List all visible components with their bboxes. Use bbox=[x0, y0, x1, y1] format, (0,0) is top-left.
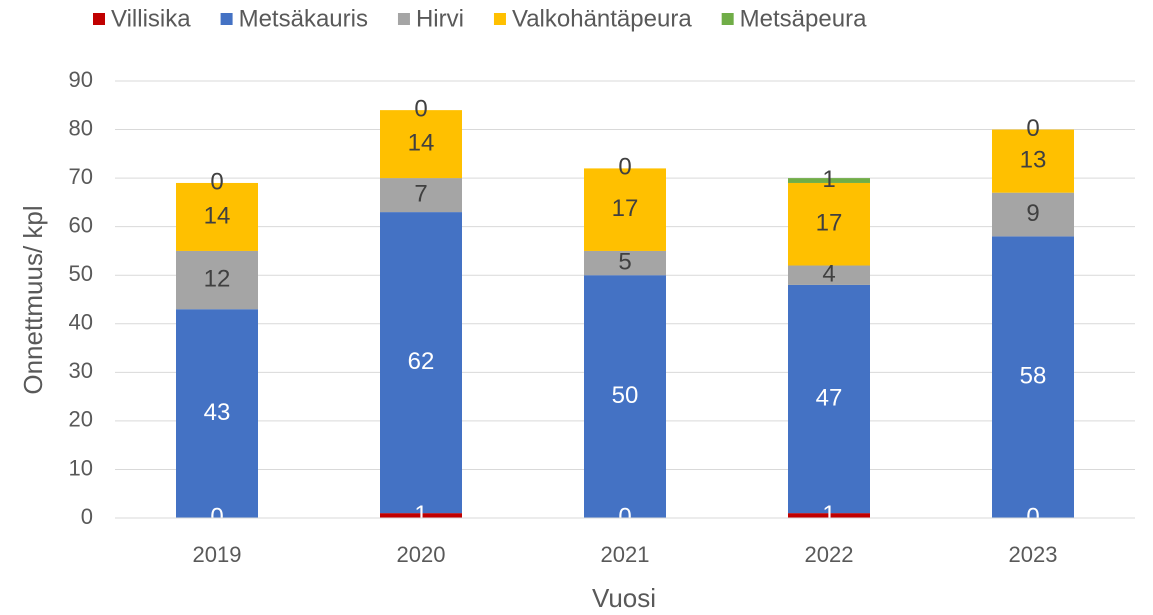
data-label: 17 bbox=[612, 195, 639, 222]
data-label: 0 bbox=[414, 95, 427, 122]
bar-segment bbox=[380, 212, 462, 514]
data-label: 17 bbox=[816, 210, 843, 237]
bar-segment bbox=[584, 275, 666, 518]
data-label: 12 bbox=[204, 265, 231, 292]
data-label: 1 bbox=[822, 501, 835, 528]
y-axis-label: Onnettmuus/ kpl bbox=[18, 205, 48, 394]
bar-segment bbox=[788, 182, 870, 266]
y-tick-label: 80 bbox=[69, 115, 93, 140]
data-label: 47 bbox=[816, 384, 843, 411]
data-label: 13 bbox=[1020, 146, 1047, 173]
y-tick-label: 40 bbox=[69, 310, 93, 335]
x-tick-label: 2021 bbox=[601, 542, 650, 567]
bar-segment bbox=[992, 129, 1074, 193]
data-label: 7 bbox=[414, 180, 427, 207]
bar-segment bbox=[380, 513, 462, 518]
data-label: 58 bbox=[1020, 363, 1047, 390]
x-tick-label: 2022 bbox=[805, 542, 854, 567]
bar-segment bbox=[788, 513, 870, 518]
bar-segment bbox=[788, 178, 870, 183]
y-tick-label: 30 bbox=[69, 358, 93, 383]
x-axis-label: Vuosi bbox=[592, 583, 656, 613]
y-tick-label: 60 bbox=[69, 212, 93, 237]
y-tick-label: 10 bbox=[69, 455, 93, 480]
bar-segment bbox=[584, 250, 666, 276]
legend-label: Metsäpeura bbox=[740, 5, 867, 32]
data-label: 0 bbox=[618, 154, 631, 181]
bar-segment bbox=[788, 284, 870, 514]
y-tick-label: 90 bbox=[69, 67, 93, 92]
legend-label: Metsäkauris bbox=[239, 5, 368, 32]
bar-segment bbox=[176, 182, 258, 251]
data-label: 0 bbox=[210, 168, 223, 195]
data-label: 1 bbox=[822, 166, 835, 193]
y-tick-label: 0 bbox=[81, 504, 93, 529]
data-label: 0 bbox=[618, 503, 631, 530]
bar-segment bbox=[584, 168, 666, 251]
data-label: 0 bbox=[1026, 115, 1039, 142]
data-label: 43 bbox=[204, 399, 231, 426]
bar-segment bbox=[992, 192, 1074, 237]
legend-swatch bbox=[220, 13, 233, 25]
y-tick-label: 70 bbox=[69, 164, 93, 189]
data-label: 1 bbox=[414, 501, 427, 528]
bar-segment bbox=[380, 110, 462, 179]
legend-label: Hirvi bbox=[416, 5, 464, 32]
data-label: 9 bbox=[1026, 200, 1039, 227]
legend-label: Villisika bbox=[111, 5, 191, 32]
data-label: 4 bbox=[822, 261, 835, 288]
data-label: 0 bbox=[210, 503, 223, 530]
legend-swatch bbox=[93, 13, 105, 25]
bar-segment bbox=[992, 236, 1074, 518]
legend-swatch bbox=[721, 13, 734, 25]
data-label: 50 bbox=[612, 382, 639, 409]
data-label: 14 bbox=[204, 202, 231, 229]
data-label: 0 bbox=[1026, 503, 1039, 530]
legend-label: Valkohäntäpeura bbox=[512, 5, 692, 32]
legend-swatch bbox=[397, 13, 410, 25]
x-tick-label: 2023 bbox=[1009, 542, 1058, 567]
data-label: 5 bbox=[618, 248, 631, 275]
bar-segment bbox=[176, 309, 258, 518]
bar-segment bbox=[380, 178, 462, 213]
bar-segment bbox=[176, 250, 258, 310]
data-label: 62 bbox=[408, 348, 435, 375]
y-tick-label: 20 bbox=[69, 407, 93, 432]
data-label: 14 bbox=[408, 129, 435, 156]
x-tick-label: 2020 bbox=[397, 542, 446, 567]
y-tick-label: 50 bbox=[69, 261, 93, 286]
x-tick-label: 2019 bbox=[193, 542, 242, 567]
legend-swatch bbox=[493, 13, 506, 25]
bar-segment bbox=[788, 265, 870, 285]
